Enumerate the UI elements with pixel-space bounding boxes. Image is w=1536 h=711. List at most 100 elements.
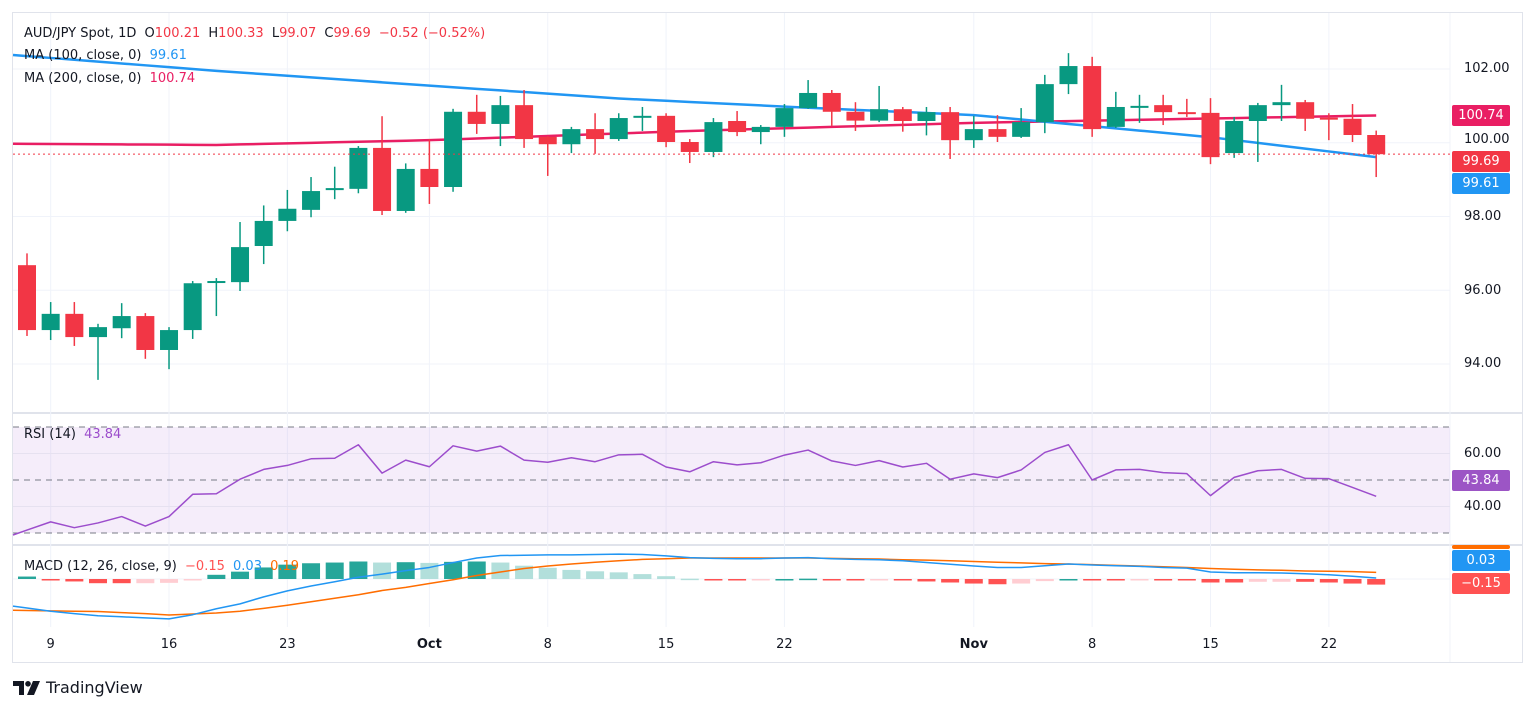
candle-down — [1154, 105, 1173, 113]
macd-hist-value: −0.15 — [185, 559, 225, 574]
candle-down — [1367, 135, 1386, 155]
candle-up — [1225, 120, 1244, 154]
candle-down — [1343, 118, 1362, 136]
macd-histogram-bar — [751, 579, 770, 581]
ma100-legend[interactable]: MA (100, close, 0) 99.61 — [24, 46, 191, 65]
macd-histogram-bar — [680, 578, 699, 581]
macd-histogram-bar — [325, 562, 344, 579]
macd-histogram-bar — [112, 579, 131, 584]
candle-down — [538, 136, 557, 145]
high-value: 100.33 — [218, 26, 264, 41]
macd-histogram-bar — [917, 579, 936, 582]
candle-up — [325, 188, 344, 191]
macd-histogram-bar — [136, 579, 155, 584]
macd-histogram-bar — [1272, 579, 1291, 582]
candle-down — [467, 111, 486, 124]
rsi-axis-label: 60.00 — [1464, 446, 1502, 461]
macd-histogram-bar — [1201, 579, 1220, 583]
macd-histogram-bar — [846, 579, 865, 581]
macd-legend[interactable]: MACD (12, 26, close, 9) −0.15 0.03 0.19 — [24, 557, 303, 576]
symbol-title: AUD/JPY Spot, 1D — [24, 26, 137, 41]
candle-up — [254, 220, 273, 246]
candle-up — [1059, 66, 1078, 85]
close-value: 99.69 — [333, 26, 371, 41]
macd-histogram-bar — [1130, 579, 1149, 581]
candle-up — [41, 313, 60, 331]
ma200-legend[interactable]: MA (200, close, 0) 100.74 — [24, 69, 199, 88]
macd-histogram-bar — [89, 579, 108, 584]
candle-down — [515, 105, 534, 140]
candle-down — [136, 316, 155, 350]
candle-up — [160, 330, 179, 350]
macd-histogram-bar — [799, 578, 818, 581]
candle-up — [349, 147, 368, 189]
candle-up — [1035, 84, 1054, 123]
last-price-tag: 99.69 — [1452, 151, 1510, 172]
signal-value-tag — [1452, 545, 1510, 549]
candle-down — [420, 168, 439, 187]
chart-frame — [12, 12, 1523, 663]
macd-histogram-bar — [1035, 579, 1054, 582]
time-axis-label: Oct — [416, 637, 442, 652]
low-value: 99.07 — [279, 26, 317, 41]
macd-histogram-bar — [1367, 579, 1386, 585]
candle-down — [18, 265, 36, 331]
candle-down — [373, 147, 392, 211]
rsi-value: 43.84 — [84, 427, 122, 442]
time-axis-label: 8 — [1088, 637, 1097, 652]
tradingview-logo[interactable]: TradingView — [13, 678, 143, 697]
candle-up — [633, 115, 652, 118]
rsi-legend[interactable]: RSI (14) 43.84 — [24, 425, 125, 444]
macd-histogram-bar — [1106, 579, 1125, 581]
macd-histogram-bar — [444, 561, 463, 579]
close-label: C — [324, 26, 334, 41]
candle-down — [1201, 112, 1220, 158]
price-axis-label: 96.00 — [1464, 283, 1502, 298]
candle-up — [917, 112, 936, 121]
candle-up — [207, 281, 226, 284]
macd-histogram-bar — [609, 572, 628, 579]
macd-line-value: 0.03 — [233, 559, 262, 574]
candle-down — [586, 129, 605, 140]
macd-histogram-bar — [1012, 579, 1031, 584]
candle-up — [183, 283, 202, 331]
candle-down — [1296, 102, 1315, 119]
macd-histogram-bar — [1248, 579, 1267, 582]
open-label: O — [144, 26, 155, 41]
candle-up — [562, 129, 581, 145]
open-value: 100.21 — [154, 26, 201, 41]
macd-histogram-bar — [160, 579, 179, 583]
candle-up — [89, 327, 108, 338]
macd-histogram-bar — [302, 563, 321, 579]
candle-up — [278, 208, 297, 221]
candle-up — [396, 168, 415, 211]
candle-up — [1106, 106, 1125, 127]
candle-up — [1012, 122, 1031, 137]
macd-signal-value: 0.19 — [270, 559, 300, 574]
rsi-line — [12, 444, 1377, 536]
time-axis-label: 15 — [1202, 637, 1219, 652]
macd-histogram-bar — [870, 579, 889, 581]
macd-histogram-bar — [231, 571, 250, 579]
macd-histogram-bar — [1083, 579, 1102, 581]
candle-down — [846, 111, 865, 121]
macd-histogram-bar — [1177, 579, 1196, 581]
macd-histogram-bar — [491, 562, 510, 579]
candle-up — [609, 118, 628, 140]
price-axis-label: 94.00 — [1464, 356, 1502, 371]
symbol-legend: AUD/JPY Spot, 1D O100.21 H100.33 L99.07 … — [24, 24, 489, 43]
candle-up — [231, 247, 250, 283]
tradingview-logo-icon — [13, 680, 40, 695]
ma200-label: MA (200, close, 0) — [24, 71, 142, 86]
time-axis-label: 22 — [776, 637, 793, 652]
rsi-value-tag: 43.84 — [1452, 470, 1510, 491]
candle-up — [870, 109, 889, 121]
macd-histogram-bar — [1059, 579, 1078, 581]
candle-up — [964, 129, 983, 141]
candle-down — [65, 313, 84, 338]
candle-up — [302, 191, 321, 210]
macd-histogram-bar — [1319, 579, 1338, 583]
macd-histogram-bar — [964, 579, 983, 584]
macd-histogram-bar — [278, 564, 297, 579]
